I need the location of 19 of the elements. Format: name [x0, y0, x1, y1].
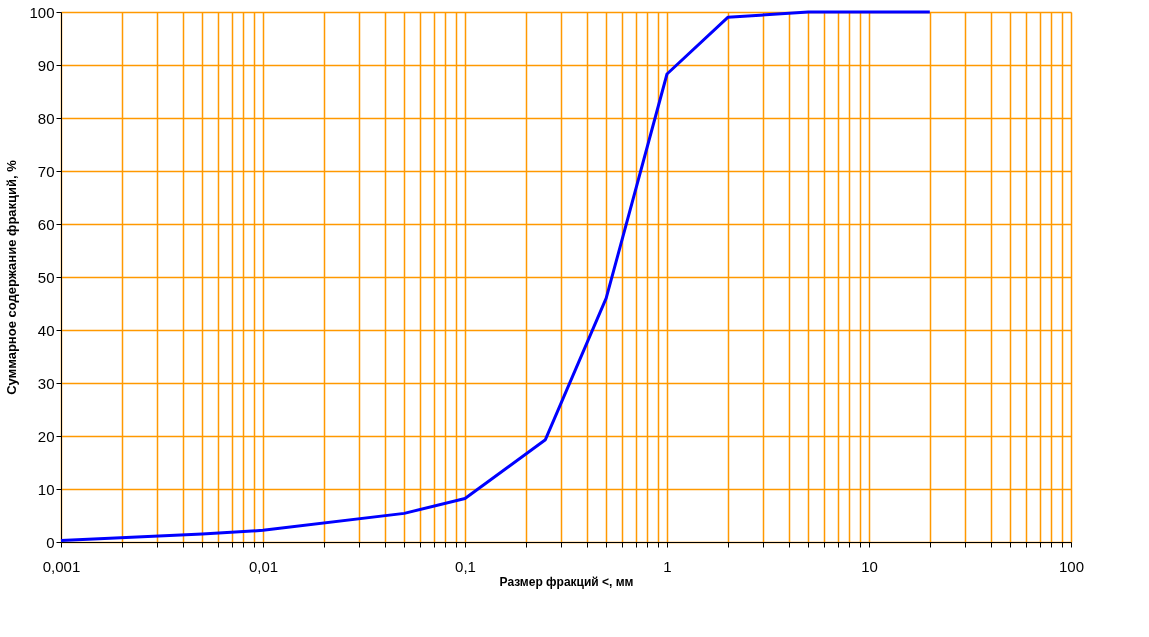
- x-tick-label: 0,1: [455, 557, 476, 575]
- y-tick-label: 40: [37, 321, 55, 339]
- y-tick-label: 0: [46, 533, 55, 551]
- x-tick-label: 10: [861, 557, 878, 575]
- x-tick-label: 100: [1058, 557, 1085, 575]
- x-tick-label: 0,01: [248, 557, 279, 575]
- y-tick-label: 70: [37, 162, 55, 180]
- y-tick-label: 100: [29, 3, 55, 21]
- x-tick-label: 1: [663, 557, 672, 575]
- y-tick-label: 30: [37, 374, 55, 392]
- y-tick-label: 10: [37, 480, 55, 498]
- y-tick-label: 80: [37, 109, 55, 127]
- y-tick-label: 20: [37, 427, 55, 445]
- y-axis-title: Суммарное содержание фракций, %: [4, 159, 20, 395]
- y-tick-label: 60: [37, 215, 55, 233]
- x-axis-title: Размер фракций <, мм: [499, 574, 634, 589]
- y-tick-label: 50: [37, 268, 55, 286]
- x-tick-label: 0,001: [42, 557, 81, 575]
- y-tick-label: 90: [37, 56, 55, 74]
